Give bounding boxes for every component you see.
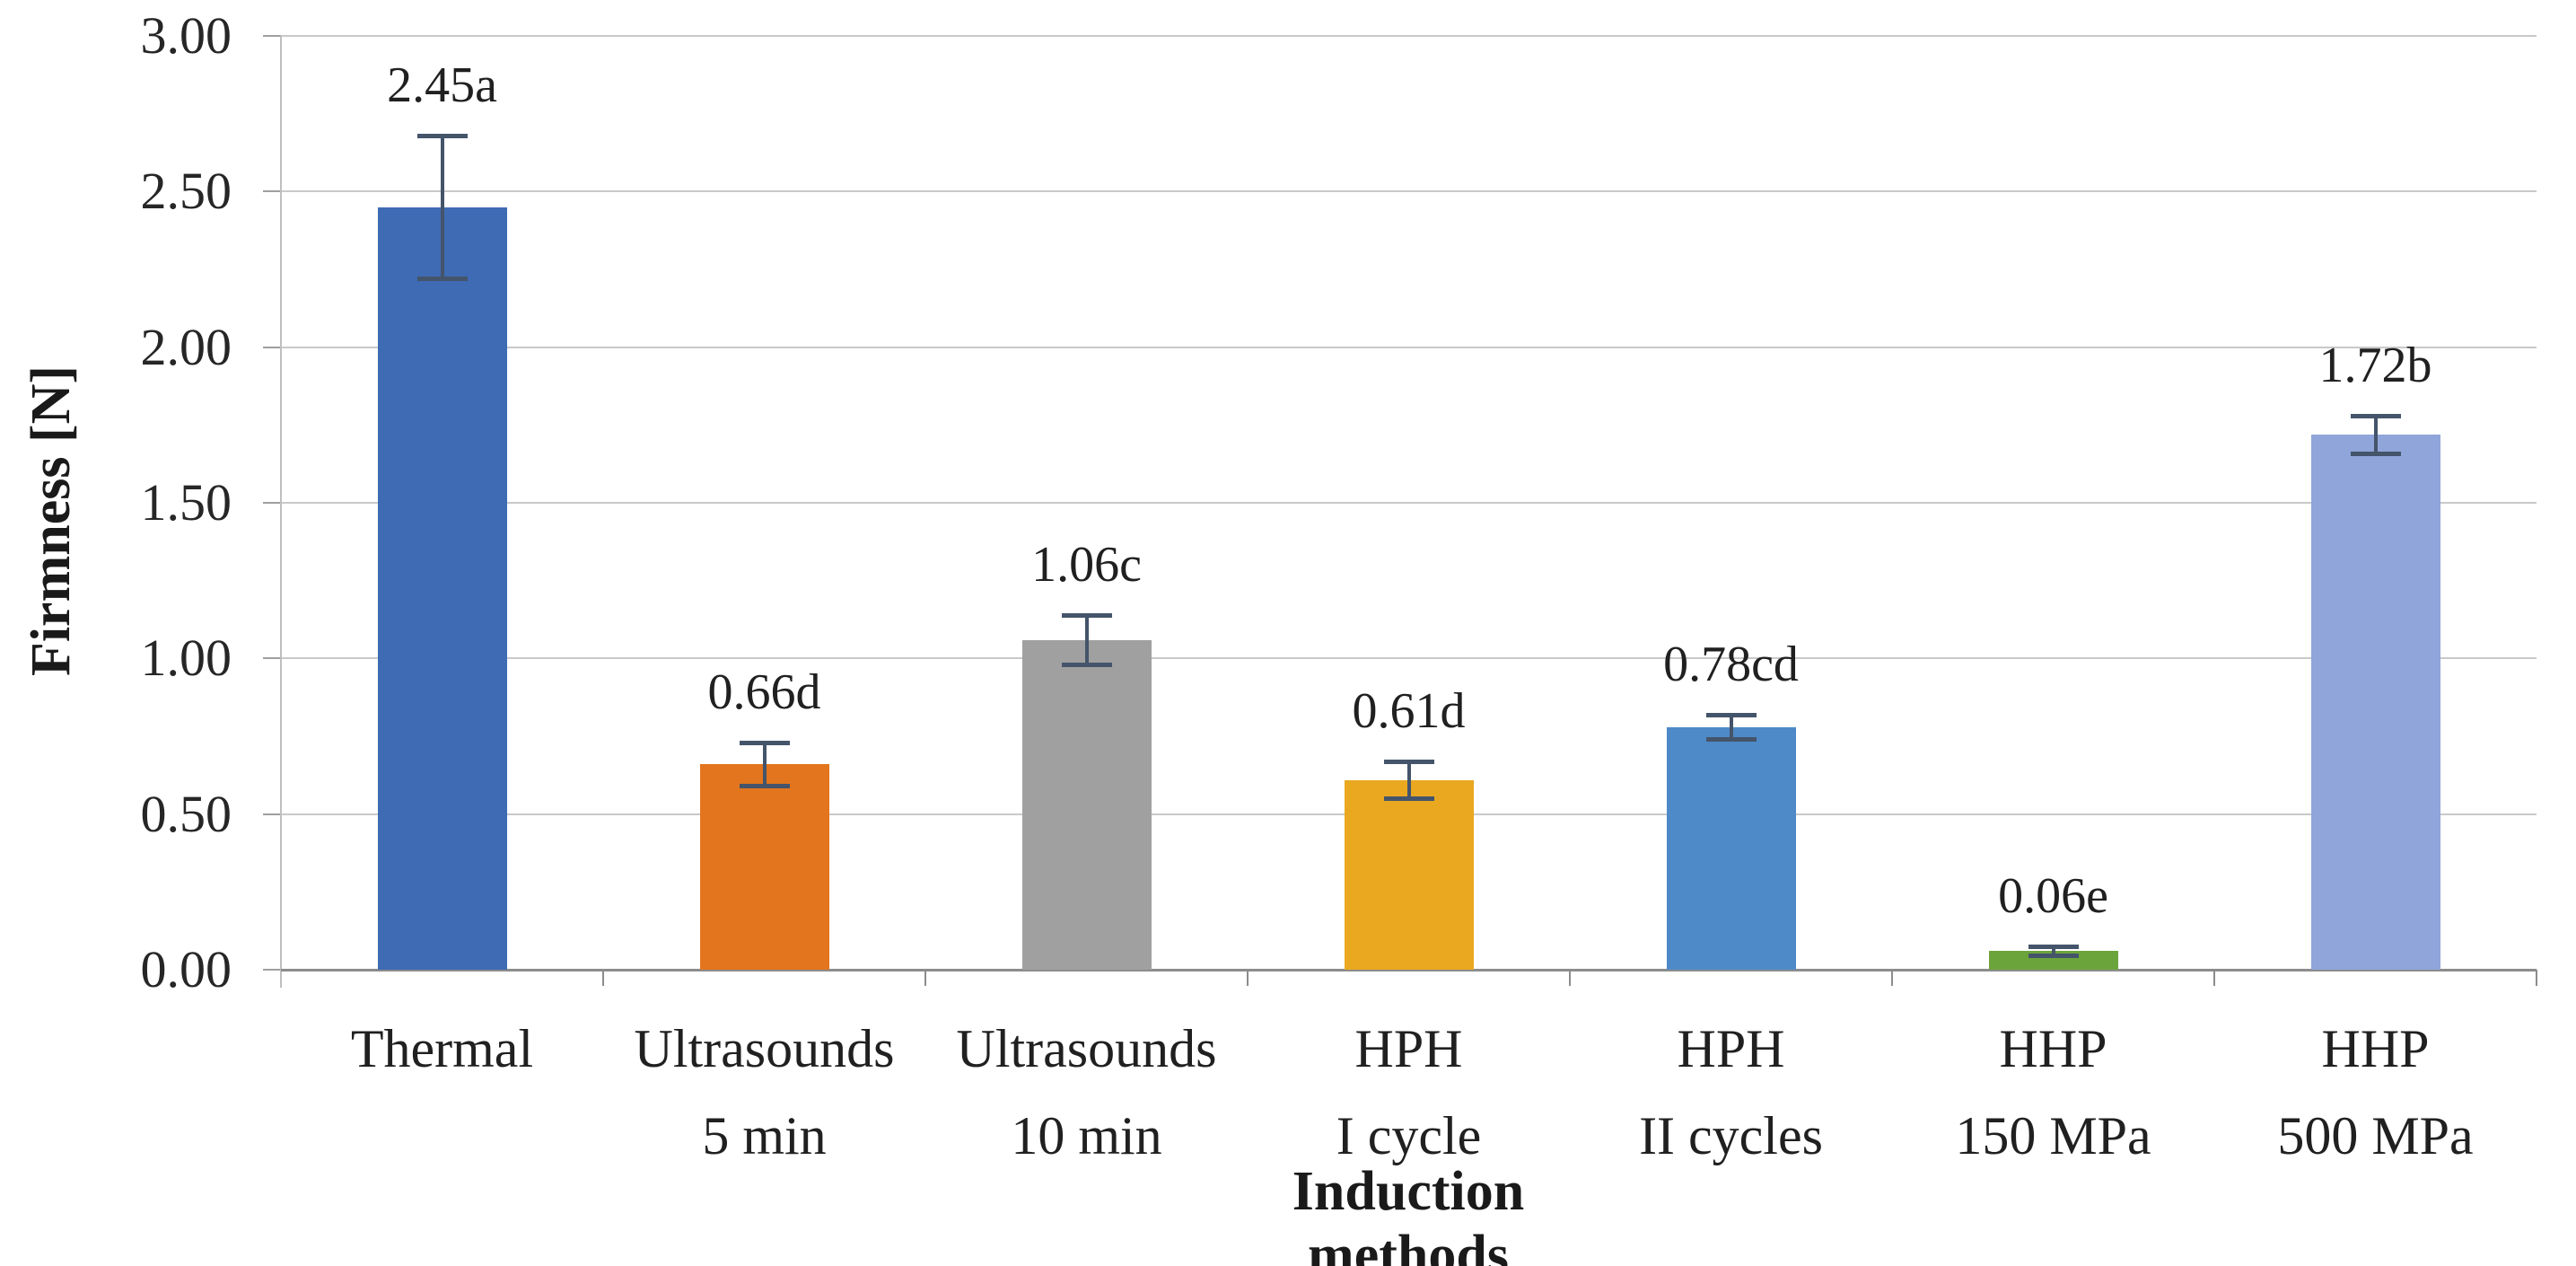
bar-value-label: 1.06c xyxy=(1031,536,1142,593)
error-bar-cap-top xyxy=(1061,612,1112,618)
error-bar-cap-top xyxy=(2350,413,2401,418)
bar-value-label: 0.78cd xyxy=(1663,636,1799,692)
x-axis-tick xyxy=(1247,970,1249,986)
error-bar-stem xyxy=(762,742,767,787)
x-axis-line xyxy=(281,969,2537,971)
y-axis-tick xyxy=(263,969,281,971)
x-tick-label: HHP 500 MPa xyxy=(2277,1019,2474,1165)
y-tick-label: 1.00 xyxy=(140,629,232,688)
error-bar-cap-top xyxy=(739,740,790,745)
y-tick-label: 2.00 xyxy=(140,317,232,376)
y-tick-label: 1.50 xyxy=(140,473,232,532)
bar-value-label: 0.61d xyxy=(1352,682,1466,739)
bar-value-label: 1.72b xyxy=(2318,337,2432,393)
y-tick-label: 3.00 xyxy=(140,6,232,65)
gridline xyxy=(281,190,2537,193)
bar-value-label: 2.45a xyxy=(387,57,497,113)
error-bar-stem xyxy=(1084,614,1089,665)
y-axis-line xyxy=(280,36,282,988)
x-axis-tick xyxy=(2536,970,2537,986)
x-tick-label: Ultrasounds 10 min xyxy=(956,1019,1217,1165)
error-bar-stem xyxy=(2373,415,2378,453)
bar-hph-ii-cycles xyxy=(1666,726,1796,970)
bar-hph-i-cycle xyxy=(1344,779,1474,970)
y-axis-tick xyxy=(263,502,281,504)
x-axis-tick xyxy=(1891,970,1893,986)
x-axis-tick xyxy=(924,970,926,986)
error-bar-cap-top xyxy=(1383,759,1434,764)
y-axis-tick xyxy=(263,35,281,37)
bar-ultrasounds-5-min xyxy=(699,764,829,970)
error-bar-cap-top xyxy=(416,133,468,138)
x-tick-label: HPH I cycle xyxy=(1336,1019,1482,1165)
error-bar-cap-bottom xyxy=(1061,663,1112,668)
x-tick-label: Ultrasounds 5 min xyxy=(634,1019,895,1165)
x-tick-label: HPH II cycles xyxy=(1639,1019,1823,1165)
y-axis-tick xyxy=(263,190,281,193)
error-bar-stem xyxy=(2051,946,2055,956)
bar-value-label: 0.06e xyxy=(1998,868,2108,924)
x-axis-tick xyxy=(602,970,604,986)
gridline xyxy=(281,502,2537,504)
error-bar-cap-bottom xyxy=(739,784,790,789)
error-bar-stem xyxy=(440,135,444,279)
bar-thermal xyxy=(377,207,507,970)
error-bar-cap-bottom xyxy=(416,277,468,282)
error-bar-cap-top xyxy=(1705,712,1757,717)
gridline xyxy=(281,35,2537,37)
y-axis-tick xyxy=(263,346,281,348)
error-bar-cap-bottom xyxy=(1383,796,1434,802)
x-tick-label: HHP 150 MPa xyxy=(1955,1019,2151,1165)
x-axis-title: Induction methods xyxy=(1292,1161,1525,1266)
x-tick-label: Thermal xyxy=(350,1019,534,1078)
bar-hhp-500-mpa xyxy=(2310,434,2440,970)
y-tick-label: 0.50 xyxy=(140,784,232,843)
y-tick-label: 0.00 xyxy=(140,940,232,998)
bar-value-label: 0.66d xyxy=(707,664,821,720)
error-bar-cap-top xyxy=(2028,945,2079,949)
y-axis-tick xyxy=(263,813,281,815)
error-bar-cap-bottom xyxy=(2350,451,2401,456)
y-tick-label: 2.50 xyxy=(140,162,232,221)
error-bar-cap-bottom xyxy=(2028,954,2079,959)
x-axis-tick xyxy=(2213,970,2215,986)
error-bar-cap-bottom xyxy=(1705,737,1757,743)
gridline xyxy=(281,657,2537,660)
x-axis-tick xyxy=(1569,970,1571,986)
gridline xyxy=(281,346,2537,348)
error-bar-stem xyxy=(1406,760,1411,799)
error-bar-stem xyxy=(1729,714,1733,740)
y-axis-tick xyxy=(263,657,281,660)
bar-ultrasounds-10-min xyxy=(1021,639,1152,970)
bar-hhp-150-mpa xyxy=(1988,951,2118,970)
